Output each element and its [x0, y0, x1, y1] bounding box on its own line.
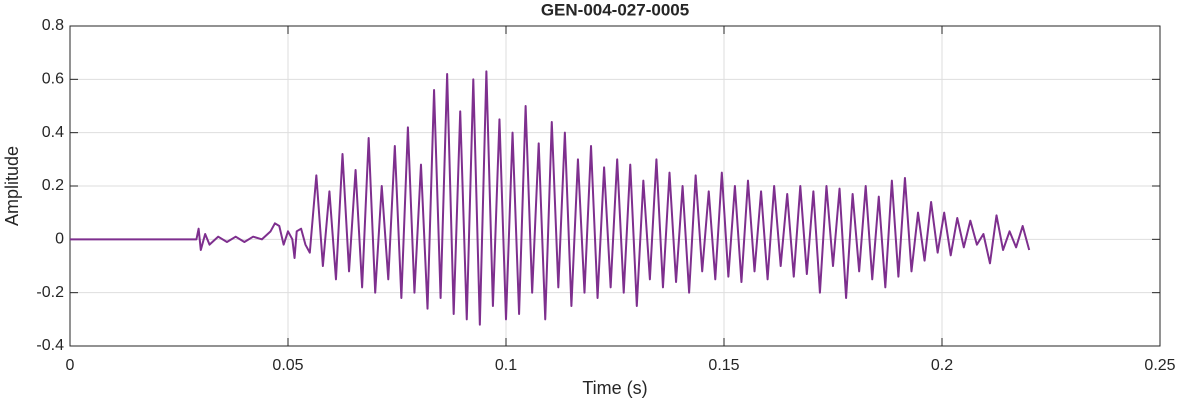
y-tick-label: 0.2 [42, 177, 64, 194]
x-axis-label: Time (s) [582, 378, 647, 398]
x-tick-label: 0.1 [495, 357, 517, 374]
y-tick-label: 0.6 [42, 71, 64, 88]
y-axis-label: Amplitude [2, 146, 22, 226]
plot-frame [69, 25, 1161, 347]
y-tick-label: -0.2 [36, 284, 64, 301]
y-tick-label: 0.8 [42, 17, 64, 34]
x-tick-label: 0.25 [1144, 357, 1175, 374]
chart-title: GEN-004-027-0005 [541, 0, 689, 19]
y-tick-label: 0.4 [42, 124, 64, 141]
x-tick-label: 0.15 [708, 357, 739, 374]
x-tick-label: 0 [66, 357, 75, 374]
x-tick-label: 0.05 [272, 357, 303, 374]
y-tick-label: -0.4 [36, 337, 64, 354]
line-series [70, 70, 1031, 326]
x-tick-label: 0.2 [931, 357, 953, 374]
y-tick-label: 0 [55, 231, 64, 248]
